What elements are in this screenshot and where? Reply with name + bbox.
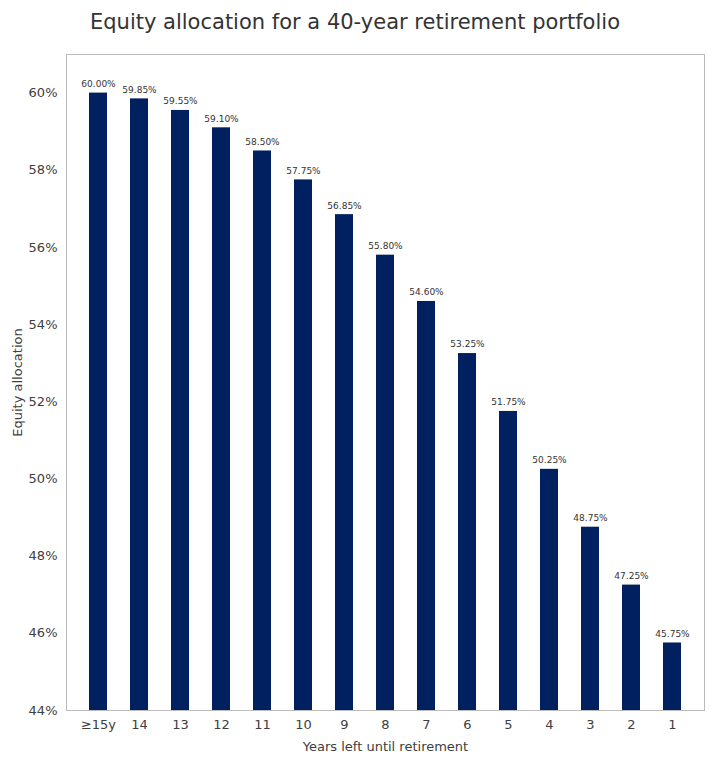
svg-text:54.60%: 54.60% [409,287,444,297]
svg-text:53.25%: 53.25% [450,339,485,349]
svg-text:60.00%: 60.00% [81,79,116,89]
svg-text:Equity allocation: Equity allocation [10,328,25,436]
html-text:Equity allocation for a 40-yea: Equity allocation for a 40-year retireme… [90,10,620,34]
svg-text:59.55%: 59.55% [163,96,198,106]
svg-text:51.75%: 51.75% [491,397,526,407]
svg-text:47.25%: 47.25% [614,571,649,581]
svg-text:44%: 44% [29,703,58,718]
svg-text:11: 11 [254,717,271,732]
svg-text:54%: 54% [29,317,58,332]
svg-text:6: 6 [463,717,471,732]
svg-text:58%: 58% [29,162,58,177]
svg-text:12: 12 [213,717,230,732]
svg-text:1: 1 [668,717,676,732]
svg-text:48.75%: 48.75% [573,513,608,523]
svg-text:5: 5 [504,717,512,732]
svg-text:4: 4 [545,717,553,732]
svg-text:Years left until retirement: Years left until retirement [302,739,468,754]
svg-text:46%: 46% [29,625,58,640]
svg-text:45.75%: 45.75% [655,629,690,639]
svg-text:52%: 52% [29,394,58,409]
svg-text:58.50%: 58.50% [245,137,280,147]
svg-text:≥15y: ≥15y [81,717,116,732]
svg-text:50.25%: 50.25% [532,455,567,465]
svg-text:9: 9 [340,717,348,732]
svg-text:59.85%: 59.85% [122,85,157,95]
svg-text:50%: 50% [29,471,58,486]
svg-text:3: 3 [586,717,594,732]
svg-text:10: 10 [295,717,312,732]
svg-text:8: 8 [381,717,389,732]
svg-text:7: 7 [422,717,430,732]
svg-text:56%: 56% [29,240,58,255]
svg-text:56.85%: 56.85% [327,201,362,211]
svg-text:2: 2 [627,717,635,732]
svg-text:59.10%: 59.10% [204,114,239,124]
svg-text:57.75%: 57.75% [286,166,321,176]
svg-text:48%: 48% [29,548,58,563]
svg-text:55.80%: 55.80% [368,241,403,251]
svg-text:60%: 60% [29,85,58,100]
svg-text:14: 14 [131,717,148,732]
svg-text:13: 13 [172,717,189,732]
